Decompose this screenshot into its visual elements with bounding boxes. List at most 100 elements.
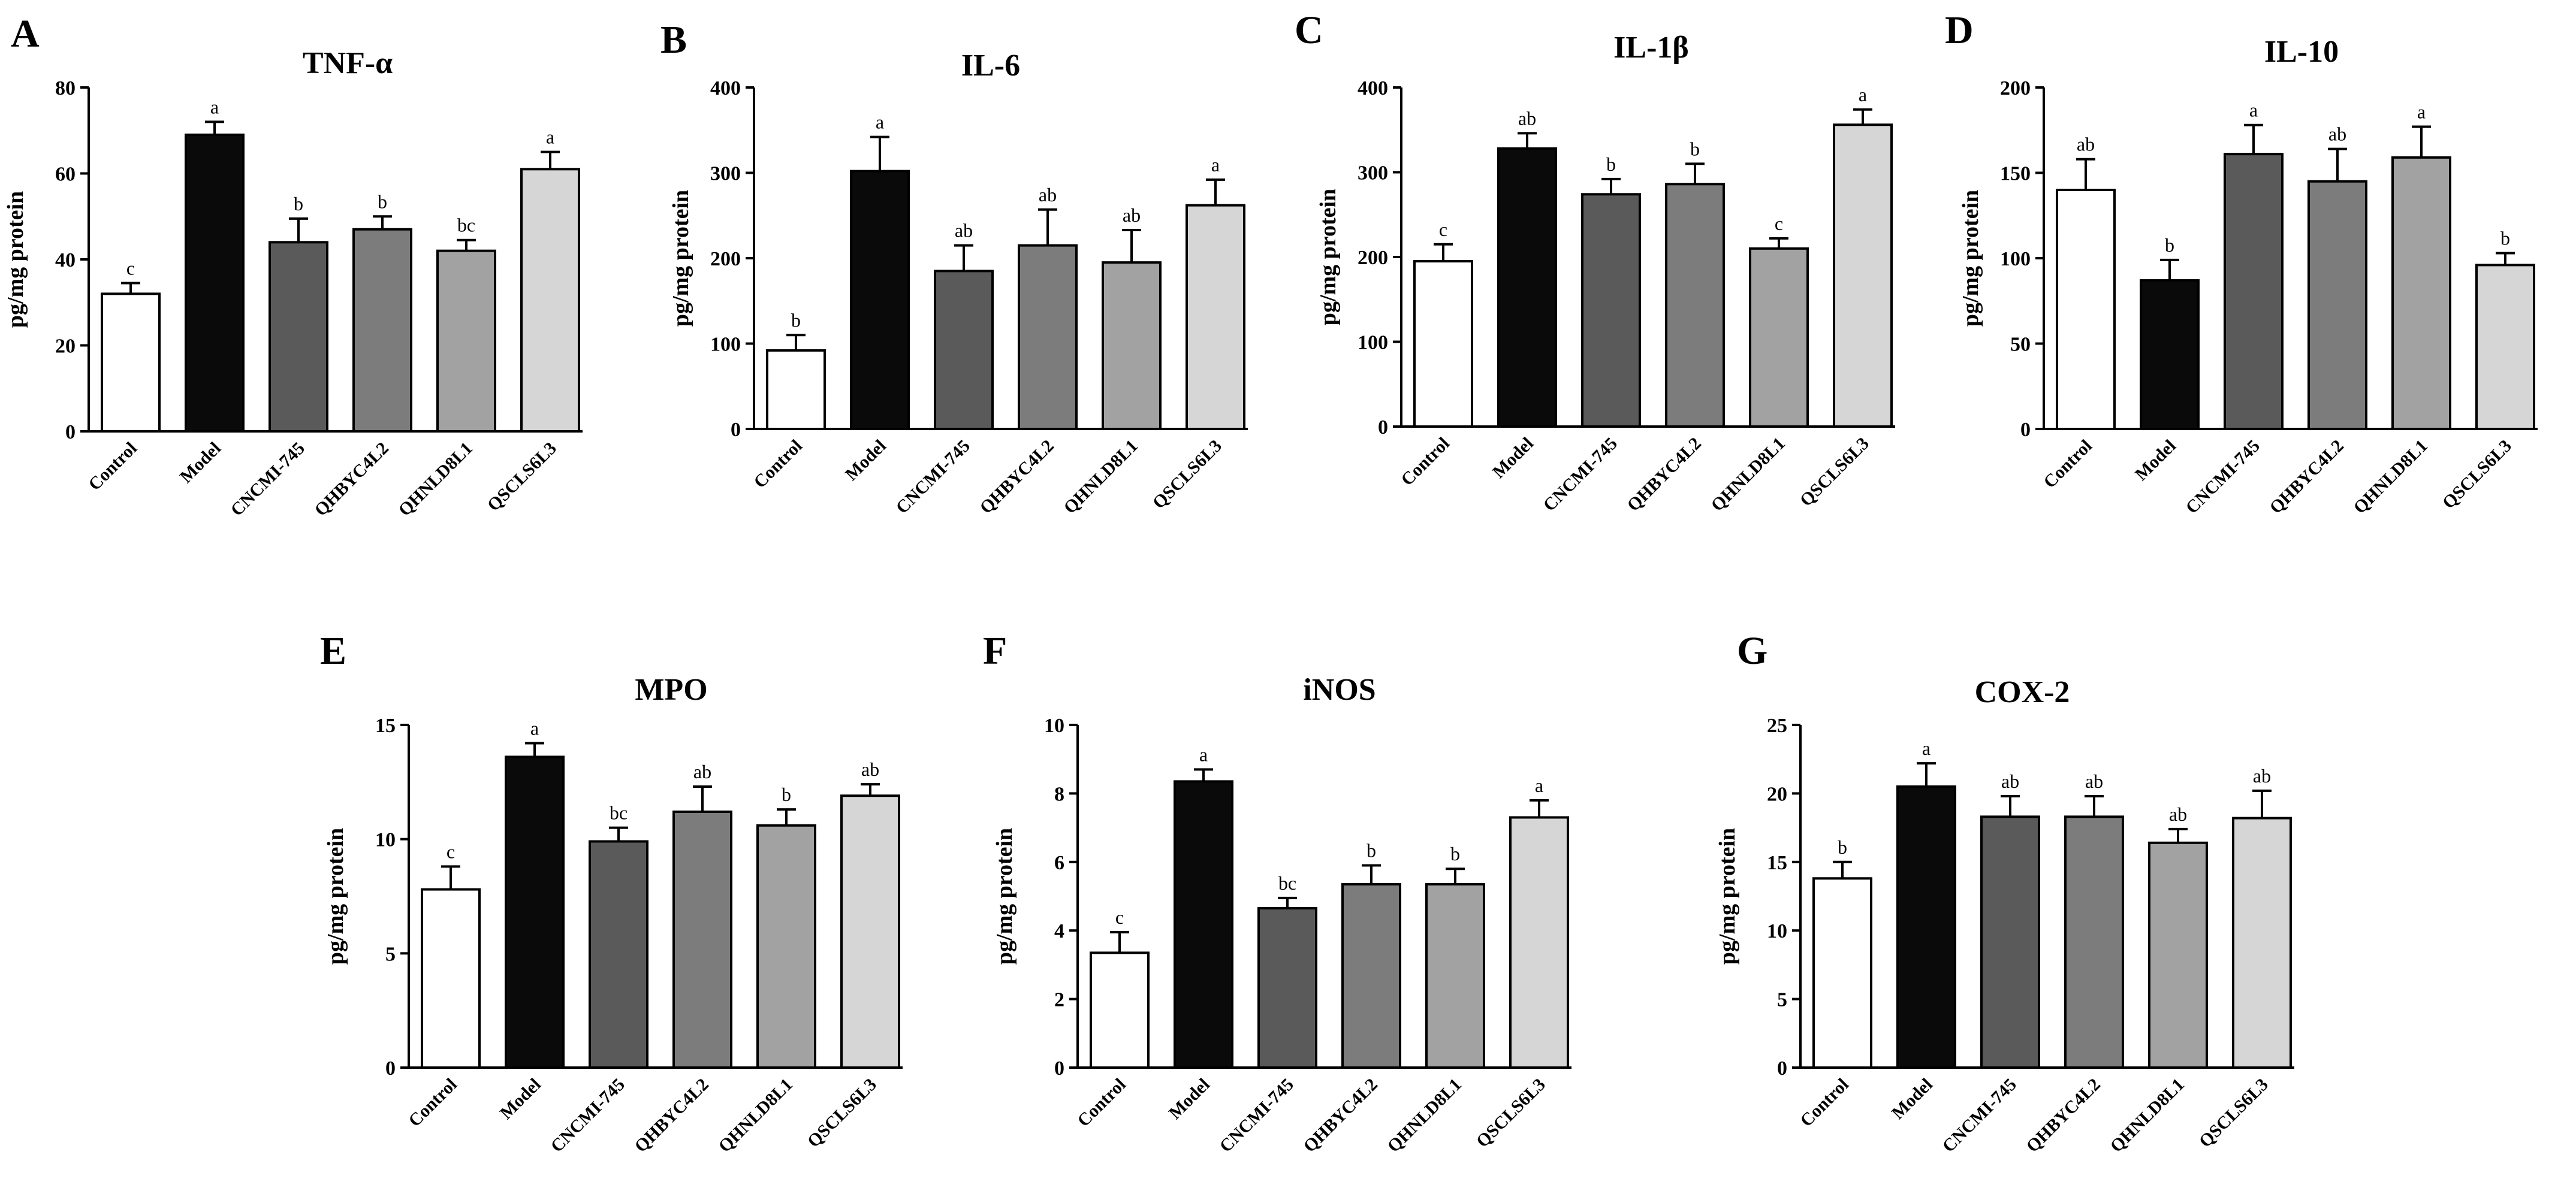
x-tick-label: Model: [1165, 1075, 1214, 1123]
y-tick-label: 300: [710, 163, 741, 185]
y-tick-label: 200: [2000, 77, 2031, 99]
chart-panel-c: C IL-1β pg/mg protein 0 100 200 300 400 c Control…: [1295, 8, 1895, 515]
x-tick-label: QHNLD8L1: [1707, 434, 1788, 515]
x-tick-label: QSCLS6L3: [804, 1075, 880, 1151]
y-tick-label: 10: [375, 829, 396, 851]
significance-letter: a: [210, 96, 219, 117]
significance-letter: bc: [1278, 872, 1296, 894]
chart-panel-b: B IL-6 pg/mg protein 0 100 200 300 400 b Control a…: [660, 18, 1248, 518]
x-tick-label: Model: [176, 439, 225, 487]
panel-letter: E: [320, 629, 346, 673]
significance-letter: a: [1922, 737, 1931, 759]
x-tick-label: CNCMI-745: [1539, 434, 1621, 515]
bar-qscls6l3: [840, 794, 900, 1069]
bar-cncmi-745: [1980, 815, 2040, 1069]
y-tick-label: 150: [2000, 163, 2031, 185]
x-tick-label: QHNLD8L1: [714, 1075, 796, 1156]
significance-letter: ab: [2253, 765, 2271, 787]
y-tick-label: 0: [1777, 1057, 1787, 1080]
significance-letter: ab: [2001, 770, 2019, 792]
significance-letter: a: [530, 718, 539, 739]
significance-letter: ab: [2328, 123, 2346, 145]
y-axis-label: pg/mg protein: [992, 828, 1017, 965]
significance-letter: a: [2417, 101, 2426, 123]
bar-qhbyc4l2: [1018, 244, 1078, 430]
x-tick-label: Control: [750, 436, 806, 492]
x-tick-label: Control: [1397, 434, 1453, 490]
significance-letter: a: [1859, 84, 1867, 105]
significance-letter: a: [1211, 154, 1220, 176]
bar-model: [505, 755, 565, 1069]
x-tick-label: QHNLD8L1: [394, 439, 476, 520]
panel-letter: C: [1295, 8, 1323, 52]
x-tick-label: Control: [85, 439, 141, 495]
bar-cncmi-745: [1257, 907, 1317, 1069]
significance-letter: b: [1450, 843, 1460, 864]
bar-qscls6l3: [2232, 817, 2292, 1069]
bar-cncmi-745: [269, 241, 328, 433]
y-tick-label: 2: [1054, 989, 1064, 1011]
significance-letter: b: [2500, 227, 2510, 249]
bar-cncmi-745: [934, 270, 994, 430]
bar-control: [1812, 877, 1872, 1069]
y-tick-label: 400: [710, 77, 741, 99]
x-tick-label: QSCLS6L3: [2439, 436, 2515, 513]
bar-control: [1090, 951, 1150, 1069]
bar-cncmi-745: [2224, 153, 2284, 430]
significance-letter: c: [447, 841, 455, 862]
x-tick-label: Model: [1489, 434, 1537, 482]
y-tick-label: 0: [1378, 416, 1388, 439]
y-tick-label: 50: [2010, 334, 2031, 356]
y-tick-label: 0: [731, 419, 741, 441]
x-tick-label: Model: [496, 1075, 545, 1123]
x-tick-label: CNCMI-745: [1938, 1075, 2020, 1156]
bar-qhnld8l1: [436, 249, 496, 433]
y-tick-label: 0: [2020, 419, 2031, 441]
y-tick-label: 10: [1044, 715, 1064, 737]
x-tick-label: QSCLS6L3: [1149, 436, 1226, 513]
x-tick-label: QHNLD8L1: [1383, 1075, 1465, 1156]
bar-control: [101, 292, 161, 433]
y-tick-label: 40: [55, 249, 76, 271]
x-tick-label: Control: [405, 1075, 461, 1131]
significance-letter: ab: [1518, 107, 1536, 129]
significance-letter: b: [2165, 234, 2174, 256]
y-tick-label: 400: [1358, 77, 1388, 99]
y-axis-label: pg/mg protein: [668, 190, 693, 327]
bar-model: [1174, 780, 1233, 1069]
x-tick-label: QHBYC4L2: [1299, 1075, 1381, 1156]
x-tick-label: CNCMI-745: [547, 1075, 628, 1156]
bar-qhbyc4l2: [2064, 815, 2124, 1069]
bar-qhnld8l1: [2391, 156, 2451, 430]
bar-qhbyc4l2: [1665, 183, 1725, 428]
significance-letter: ab: [2085, 770, 2103, 792]
bar-qscls6l3: [1509, 816, 1569, 1069]
significance-letter: c: [1439, 219, 1447, 240]
significance-letter: a: [1199, 743, 1208, 765]
bar-qhbyc4l2: [1341, 882, 1401, 1069]
y-tick-label: 25: [1767, 715, 1787, 737]
x-tick-label: QSCLS6L3: [1796, 434, 1873, 510]
y-tick-label: 15: [1767, 852, 1787, 874]
significance-letter: a: [1535, 775, 1543, 796]
x-tick-label: QHBYC4L2: [2266, 436, 2347, 518]
chart-title: IL-10: [2264, 35, 2339, 69]
chart-panel-a: A TNF-α pg/mg protein 0 20 40 60 80 c Control a Mod…: [3, 12, 583, 520]
x-tick-label: QSCLS6L3: [1473, 1075, 1549, 1151]
panel-letter: A: [11, 12, 40, 56]
chart-panel-e: E MPO pg/mg protein 0 5 10 15 c Control a Model bc C…: [320, 629, 903, 1156]
significance-letter: ab: [2169, 803, 2187, 825]
x-tick-label: CNCMI-745: [1215, 1075, 1297, 1156]
y-axis-label: pg/mg protein: [1958, 190, 1983, 327]
bar-qhbyc4l2: [672, 810, 732, 1069]
chart-title: MPO: [635, 673, 707, 707]
chart-title: IL-6: [961, 49, 1020, 83]
y-tick-label: 100: [1358, 332, 1388, 354]
x-tick-label: QHBYC4L2: [1623, 434, 1705, 515]
y-axis-label: pg/mg protein: [323, 828, 348, 965]
chart-panel-g: G COX-2 pg/mg protein 0 5 10 15 20 25 b Control a Mo…: [1715, 629, 2294, 1156]
y-tick-label: 80: [55, 77, 76, 99]
bar-control: [2056, 189, 2116, 430]
x-tick-label: Control: [1796, 1075, 1853, 1131]
